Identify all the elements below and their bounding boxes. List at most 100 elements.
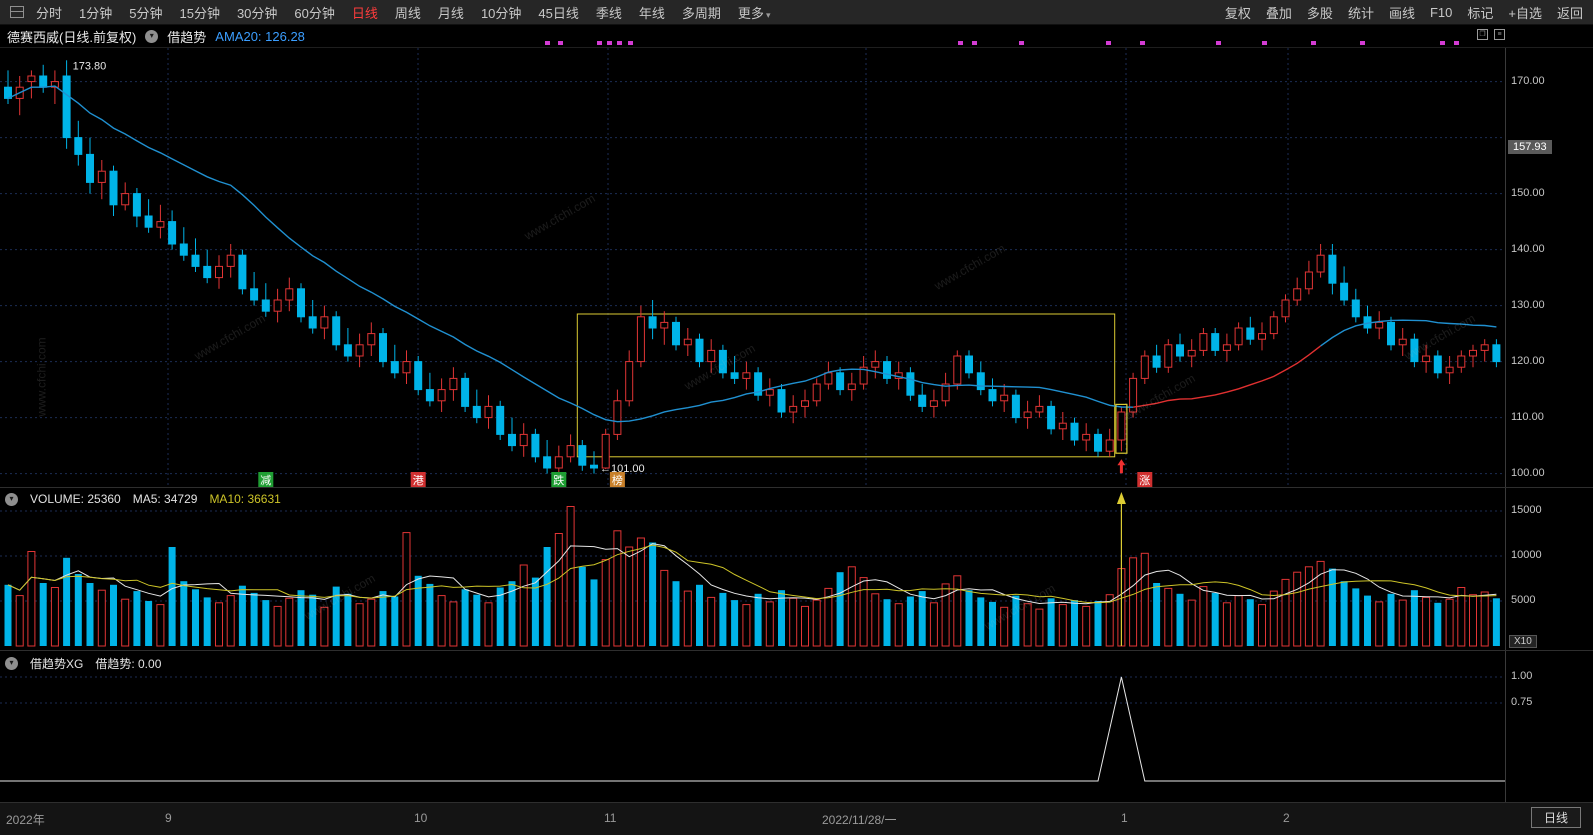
svg-text:榜: 榜 [612,473,623,487]
toolbar-item-周线[interactable]: 周线 [394,5,421,21]
indicator-signal-line [0,676,1505,782]
toolbar-item-分时[interactable]: 分时 [36,5,63,21]
toolbar-item-画线[interactable]: 画线 [1388,5,1415,21]
time-axis-label: 11 [604,811,617,825]
toolbar-item-叠加[interactable]: 叠加 [1265,5,1292,21]
toolbar-item-复权[interactable]: 复权 [1224,5,1251,21]
time-axis: 2022年 9 10 11 2022/11/28/一 1 2 日线 [0,802,1593,835]
indicator-grid [0,676,1505,704]
range-box [576,313,1116,458]
event-marker-dot [972,41,977,45]
ma-line [7,85,1497,423]
event-marker-dot [607,41,612,45]
price-tick-label: 130.00 [1511,298,1545,311]
svg-text:跌: 跌 [553,473,564,487]
indicator-chart-canvas[interactable] [0,651,1505,803]
toolbar-item-返回[interactable]: 返回 [1556,5,1583,21]
toolbar-period-items: 分时 1分钟 5分钟 15分钟 30分钟 60分钟 日线 周线 月线 10分钟 45日线 季线 年线 多周… [36,3,1225,22]
volume-axis: X10 15000 10000 5000 [1505,488,1593,650]
event-marker-dot [1311,41,1316,45]
event-marker-dot [1106,41,1111,45]
candles [4,60,1501,474]
volume-ma10-line [7,544,1497,604]
stock-title: 德赛西威(日线.前复权) [7,29,137,45]
toolbar-item-标记[interactable]: 标记 [1467,5,1494,21]
time-axis-label: 9 [165,811,172,825]
price-tick-label: 150.00 [1511,186,1545,199]
period-toolbar: 分时 1分钟 5分钟 15分钟 30分钟 60分钟 日线 周线 月线 10分钟 45日线 季线 年线 多周… [0,0,1593,25]
toolbar-item-30分钟[interactable]: 30分钟 [236,5,278,21]
svg-text:减: 减 [260,474,271,487]
time-axis-label: 2 [1283,811,1290,825]
volume-tick-label: 15000 [1511,504,1542,516]
chart-title-bar: 德赛西威(日线.前复权) ▾ 借趋势 AMA20: 126.28 ❐ ≡ [0,25,1593,47]
indicator-name[interactable]: 借趋势 [167,29,207,45]
toolbar-item-45日线[interactable]: 45日线 [538,5,579,21]
volume-tick-label: 10000 [1511,549,1542,561]
last-price-badge: 157.93 [1508,140,1552,155]
toolbar-item-5分钟[interactable]: 5分钟 [129,5,163,21]
indicator-axis: 1.00 0.75 [1505,651,1593,802]
maximize-icon[interactable]: ❐ [1477,29,1488,40]
event-marker-dot [617,41,622,45]
svg-text:港: 港 [413,474,424,487]
toolbar-item-1分钟[interactable]: 1分钟 [79,5,113,21]
volume-pane[interactable]: ▾ VOLUME: 25360 MA5: 34729 MA10: 36631 X… [0,487,1593,650]
indicator-pane[interactable]: ▾ 借趋势XG 借趋势: 0.00 1.00 0.75 [0,650,1593,802]
signal-highlight-box [1115,403,1128,454]
event-marker-dot [597,41,602,45]
toolbar-item-+自选[interactable]: +自选 [1508,5,1542,21]
event-marker-dot [1360,41,1365,45]
volume-chart-canvas[interactable] [0,488,1505,651]
indicator-collapse-icon-2[interactable]: ▾ [5,657,18,670]
toolbar-tool-items: 复权 叠加 多股 统计 画线 F10 标记 +自选 返回 [1225,3,1583,22]
main-candlestick-pane[interactable]: 173.80 ←101.00 减港跌榜涨 170.00 150.00 140.00 130… [0,47,1593,488]
event-dot-row [0,41,1593,47]
time-axis-label: 1 [1121,811,1128,825]
toolbar-item-60分钟[interactable]: 60分钟 [294,5,335,21]
event-letter-markers: 减港跌榜涨 [258,472,1153,487]
volume-ma5-line [7,543,1497,605]
signal-up-arrow-icon [1116,492,1126,504]
layout-icon[interactable]: ≡ [1494,29,1505,40]
volume-bars [4,506,1500,647]
volume-grid [0,510,1505,602]
event-marker-dot [1019,41,1024,45]
volume-collapse-icon[interactable]: ▾ [5,492,18,506]
volume-ma5-label: MA5: 34729 [132,492,198,506]
toolbar-item-日线[interactable]: 日线 [351,5,378,21]
window-grid-icon[interactable] [10,6,24,18]
price-tick-label: 120.00 [1511,354,1545,367]
volume-tick-label: 5000 [1511,594,1536,606]
time-axis-label: 2022年 [6,813,45,827]
grid-lines [0,48,1505,488]
time-axis-label: 2022/11/28/一 [822,813,897,827]
event-marker-dot [958,41,963,45]
toolbar-item-多周期[interactable]: 多周期 [681,5,721,21]
indicator-value-label: 借趋势: 0.00 [95,657,162,671]
price-tick-label: 110.00 [1511,410,1544,423]
toolbar-item-更多[interactable]: 更多 ▾ [737,5,771,21]
toolbar-item-15分钟[interactable]: 15分钟 [179,5,220,21]
price-tick-label: 100.00 [1511,466,1545,479]
chart-window-icons: ❐ ≡ [1477,29,1505,40]
event-marker-dot [628,41,633,45]
toolbar-item-月线[interactable]: 月线 [437,5,464,21]
price-tick-label: 170.00 [1511,74,1545,87]
event-marker-dot [545,41,550,45]
main-chart-canvas[interactable]: 173.80←101.00减港跌榜涨 [0,48,1505,488]
period-label-box[interactable]: 日线 [1530,807,1581,828]
price-axis: 170.00 150.00 140.00 130.00 120.00 110.00 100.… [1505,48,1593,487]
high-price-annotation: 173.80 [73,60,107,72]
toolbar-item-季线[interactable]: 季线 [595,5,622,21]
toolbar-item-统计[interactable]: 统计 [1347,5,1374,21]
indicator-title: 借趋势XG [30,657,84,671]
toolbar-item-多股[interactable]: 多股 [1306,5,1333,21]
indicator-collapse-icon[interactable]: ▾ [145,29,159,43]
indicator-tick-label: 1.00 [1511,670,1533,682]
toolbar-item-年线[interactable]: 年线 [638,5,665,21]
indicator-header: ▾ 借趋势XG 借趋势: 0.00 [5,655,161,672]
event-marker-dot [1454,41,1459,45]
toolbar-item-10分钟[interactable]: 10分钟 [480,5,522,21]
toolbar-item-F10[interactable]: F10 [1429,4,1453,20]
